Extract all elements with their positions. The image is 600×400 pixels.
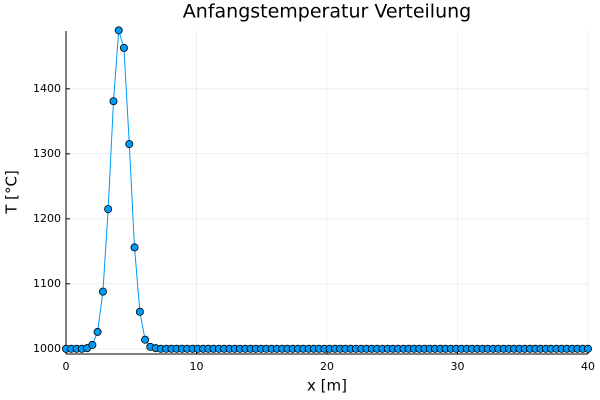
- data-point: [98, 287, 107, 296]
- y-tick-label: 1000: [33, 342, 61, 355]
- data-point: [88, 340, 97, 349]
- data-point: [130, 243, 139, 252]
- y-tick-label: 1100: [33, 277, 61, 290]
- data-point: [119, 43, 128, 52]
- x-axis-label: x [m]: [307, 377, 347, 395]
- x-tick-label: 30: [451, 360, 465, 373]
- x-tick-label: 10: [190, 360, 204, 373]
- data-point: [114, 26, 123, 35]
- y-tick-label: 1300: [33, 147, 61, 160]
- data-point: [135, 307, 144, 316]
- data-point: [141, 335, 150, 344]
- y-tick-label: 1400: [33, 82, 61, 95]
- chart-title: Anfangstemperatur Verteilung: [183, 1, 471, 23]
- x-tick-label: 0: [63, 360, 70, 373]
- data-point: [584, 344, 593, 353]
- y-axis-label: T [°C]: [3, 170, 21, 215]
- x-tick-label: 40: [581, 360, 595, 373]
- data-point: [93, 327, 102, 336]
- data-point: [125, 140, 134, 149]
- data-point: [109, 97, 118, 106]
- data-point: [104, 205, 113, 214]
- y-tick-label: 1200: [33, 212, 61, 225]
- x-tick-label: 20: [320, 360, 334, 373]
